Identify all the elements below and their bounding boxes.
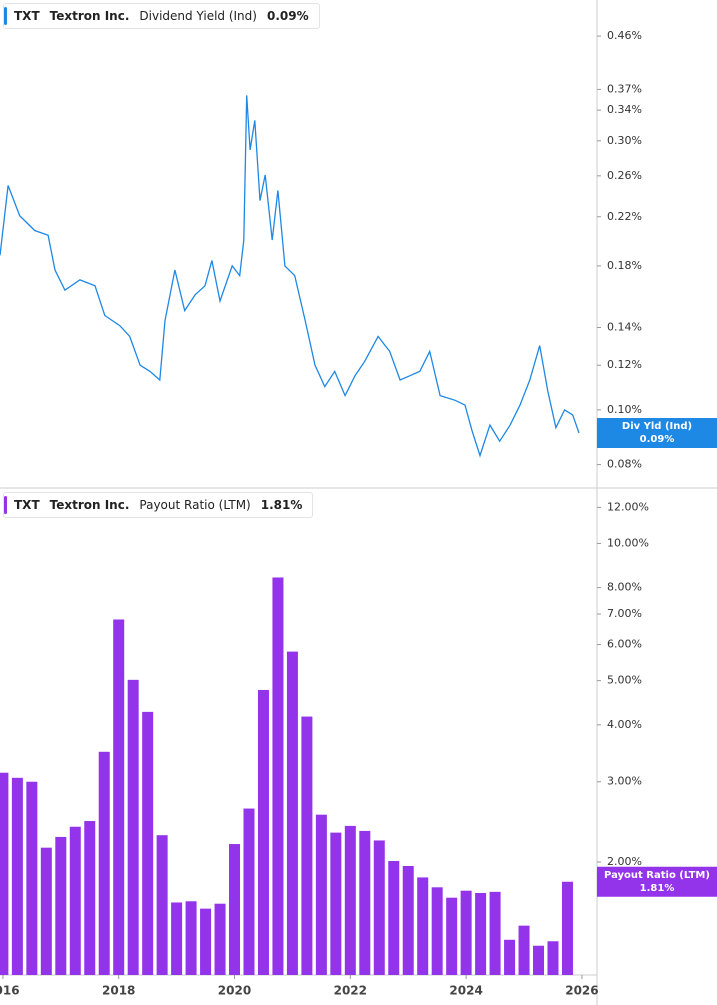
bar (431, 887, 443, 975)
bar (84, 821, 96, 975)
bar (388, 861, 400, 975)
y-tick-label: 0.26% (607, 169, 642, 182)
bar (69, 826, 81, 975)
bar (98, 751, 110, 975)
bar (113, 619, 125, 975)
bar (547, 941, 559, 975)
line (0, 95, 580, 458)
y-tick-label: 0.22% (607, 210, 642, 223)
bar (344, 825, 356, 975)
ticker: TXT (14, 498, 40, 512)
bar (286, 651, 298, 975)
y-tick-label: 3.00% (607, 775, 642, 788)
bar (460, 890, 472, 975)
bar (229, 844, 241, 975)
x-tick-label: 2018 (102, 984, 135, 998)
y-tick-label: 0.34% (607, 103, 642, 116)
metric: Dividend Yield (Ind) (139, 9, 257, 23)
legend-header: TXT Textron Inc. Dividend Yield (Ind) 0.… (3, 3, 320, 29)
bar (315, 814, 327, 975)
bar (504, 939, 516, 975)
y-tick-label: 0.46% (607, 29, 642, 42)
y-tick-label: 7.00% (607, 607, 642, 620)
y-tick-label: 0.30% (607, 134, 642, 147)
bar (359, 830, 371, 975)
x-tick-label: 2022 (334, 984, 367, 998)
badge-value: 1.81% (640, 883, 675, 894)
y-tick-label: 0.37% (607, 82, 642, 95)
bar (257, 689, 269, 975)
bar (301, 716, 313, 975)
company: Textron Inc. (49, 498, 130, 512)
y-tick-label: 6.00% (607, 638, 642, 651)
bar (142, 711, 154, 975)
badge-label: Payout Ratio (LTM) (604, 870, 710, 881)
x-tick-label: 2024 (449, 984, 482, 998)
bar (156, 835, 168, 975)
bar (272, 577, 284, 975)
bar (200, 908, 212, 975)
bar (561, 881, 573, 975)
y-tick-label: 8.00% (607, 581, 642, 594)
y-tick-label: 0.18% (607, 259, 642, 272)
bar (518, 925, 530, 975)
bar (55, 836, 67, 975)
bar (0, 772, 9, 975)
x-tick-label: 2026 (565, 984, 598, 998)
legend-swatch (4, 7, 7, 25)
bar (214, 903, 226, 975)
bar (533, 945, 545, 975)
x-tick-label: 2020 (218, 984, 251, 998)
bar (489, 891, 501, 975)
y-tick-label: 0.10% (607, 403, 642, 416)
bar (11, 777, 23, 975)
bar (373, 840, 385, 975)
bar (171, 902, 183, 975)
bar (330, 832, 342, 975)
badge-label: Div Yld (Ind) (622, 421, 692, 432)
metric: Payout Ratio (LTM) (139, 498, 251, 512)
bar (475, 893, 487, 975)
badge-value: 0.09% (640, 434, 675, 445)
y-tick-label: 2.00% (607, 855, 642, 868)
bar (417, 877, 429, 975)
bar (40, 847, 52, 975)
y-tick-label: 10.00% (607, 536, 649, 549)
bar (185, 901, 197, 975)
bar (26, 781, 38, 975)
x-tick-label: 2016 (0, 984, 20, 998)
bar (402, 865, 414, 975)
bar (446, 897, 458, 975)
ticker: TXT (14, 9, 40, 23)
y-tick-label: 5.00% (607, 674, 642, 687)
y-tick-label: 0.08% (607, 458, 642, 471)
bar (243, 808, 255, 975)
legend-swatch (4, 496, 7, 514)
y-tick-label: 4.00% (607, 718, 642, 731)
legend-header: TXT Textron Inc. Payout Ratio (LTM) 1.81… (3, 492, 314, 518)
company: Textron Inc. (49, 9, 130, 23)
y-tick-label: 12.00% (607, 500, 649, 513)
bar (127, 679, 139, 975)
last-value: 1.81% (260, 498, 303, 512)
y-tick-label: 0.12% (607, 358, 642, 371)
value-badge (597, 866, 717, 897)
value-badge (597, 418, 717, 449)
last-value: 0.09% (266, 9, 309, 23)
y-tick-label: 0.14% (607, 320, 642, 333)
